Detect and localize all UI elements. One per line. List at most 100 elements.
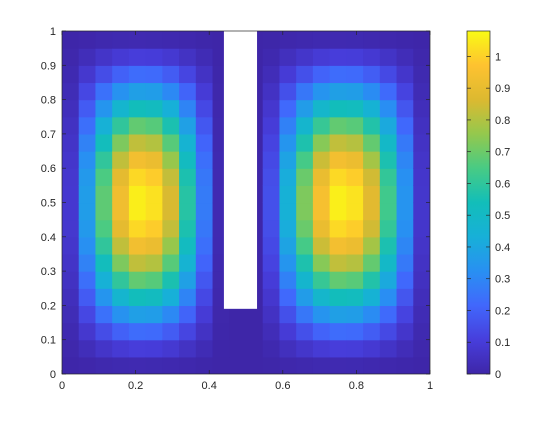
heatmap-cell [179, 202, 197, 221]
x-axis: 0 0.2 0.4 0.6 0.8 1 [59, 31, 433, 392]
heatmap-cell [279, 151, 297, 169]
heatmap-cell [396, 219, 414, 238]
heatmap-cell [379, 116, 398, 135]
heatmap-cell [145, 99, 163, 118]
heatmap-cell [296, 322, 314, 341]
heatmap-cell [145, 151, 163, 169]
heatmap-cell [212, 305, 230, 324]
heatmap-cell [112, 253, 130, 272]
heatmap-cell [162, 356, 180, 374]
heatmap-cell [413, 185, 430, 204]
heatmap-cell [379, 82, 398, 101]
heatmap-cell [396, 288, 414, 306]
heatmap-cell [145, 133, 163, 152]
heatmap-cell [262, 305, 281, 324]
heatmap-cell [279, 133, 297, 152]
heatmap-cell [195, 185, 214, 204]
heatmap-cell [329, 116, 347, 135]
heatmap-cell [329, 322, 347, 341]
heatmap-cell [78, 133, 97, 152]
heatmap-cell [396, 253, 414, 272]
heatmap-cell [95, 151, 113, 169]
heatmap-cell [279, 356, 297, 374]
heatmap-cell [246, 339, 264, 358]
heatmap-cell [296, 31, 314, 49]
heatmap-cell [162, 236, 180, 255]
heatmap-cell [62, 185, 80, 204]
heatmap-cell [62, 82, 80, 101]
heatmap-cell [296, 271, 314, 289]
heatmap-cell [346, 219, 364, 238]
heatmap-cell [162, 253, 180, 272]
heatmap-cell [128, 339, 147, 358]
heatmap-cell [179, 65, 197, 84]
heatmap-cell [78, 339, 97, 358]
heatmap-cell [296, 236, 314, 255]
heatmap-cell [262, 48, 281, 66]
heatmap-cell [145, 65, 163, 84]
heatmap-cell [363, 185, 381, 204]
heatmap-cell [262, 185, 281, 204]
heatmap-cell [262, 133, 281, 152]
heatmap-cell [162, 168, 180, 186]
heatmap-cell [145, 31, 163, 49]
heatmap-cell [78, 236, 97, 255]
heatmap-cell [296, 202, 314, 221]
heatmap-cell [379, 168, 398, 186]
heatmap-cell [179, 133, 197, 152]
heatmap-cell [329, 65, 347, 84]
heatmap-cell [363, 322, 381, 341]
heatmap-cell [379, 48, 398, 66]
heatmap-cell [195, 133, 214, 152]
heatmap-cell [262, 271, 281, 289]
heatmap-cell [379, 322, 398, 341]
heatmap-cell [246, 305, 264, 324]
heatmap-cell [346, 236, 364, 255]
heatmap-cell [95, 322, 113, 341]
heatmap-cell [145, 82, 163, 101]
heatmap-cell [62, 133, 80, 152]
heatmap-cell [329, 82, 347, 101]
heatmap-cell [179, 236, 197, 255]
heatmap-cell [262, 253, 281, 272]
heatmap-cell [363, 202, 381, 221]
heatmap-cell [296, 219, 314, 238]
heatmap-cell [413, 116, 430, 135]
heatmap-cell [279, 305, 297, 324]
heatmap-cell [279, 236, 297, 255]
heatmap-cell [162, 219, 180, 238]
heatmap-cell [363, 288, 381, 306]
heatmap-cell [78, 253, 97, 272]
heatmap-cell [262, 99, 281, 118]
heatmap-cell [396, 236, 414, 255]
heatmap-cell [396, 168, 414, 186]
heatmap-cell [262, 65, 281, 84]
heatmap-cell [379, 151, 398, 169]
heatmap-cell [128, 236, 147, 255]
heatmap-cell [363, 151, 381, 169]
heatmap-cell [296, 151, 314, 169]
heatmap-cell [329, 271, 347, 289]
heatmap-cell [195, 236, 214, 255]
heatmap-cell [128, 219, 147, 238]
heatmap-cell [145, 305, 163, 324]
heatmap-cell [62, 31, 80, 49]
heatmap-cell [179, 305, 197, 324]
heatmap-cell [296, 48, 314, 66]
y-tick-label: 0.1 [41, 335, 56, 347]
heatmap-cell [396, 65, 414, 84]
heatmap-cell [62, 253, 80, 272]
heatmap-cell [413, 31, 430, 49]
heatmap-cell [312, 116, 331, 135]
heatmap-cell [78, 202, 97, 221]
heatmap-cell [95, 116, 113, 135]
colorbar-gradient [466, 30, 491, 375]
heatmap-cell [363, 219, 381, 238]
heatmap-cell [413, 305, 430, 324]
heatmap-cell [62, 151, 80, 169]
heatmap-cell [396, 48, 414, 66]
heatmap-cell [145, 288, 163, 306]
heatmap-cell [95, 48, 113, 66]
heatmap-cell [413, 48, 430, 66]
heatmap-cell [262, 322, 281, 341]
